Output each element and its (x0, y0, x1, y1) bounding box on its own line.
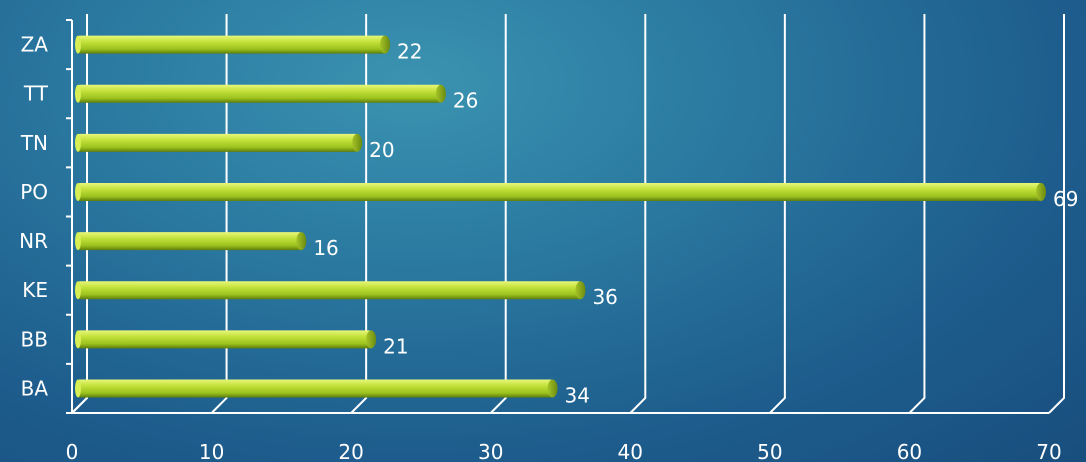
y-axis-line (71, 14, 88, 414)
gridline-20 (350, 14, 368, 414)
gridline-70 (1048, 14, 1065, 414)
bar-ZA (75, 35, 391, 54)
data-label-KE: 36 (592, 285, 617, 309)
labels: 0 10 20 30 40 50 60 70 BA 34 BB 21 KE 36 NR 16 PO 69 TN 20 T… (19, 33, 1078, 462)
x-tick-label-40: 40 (618, 440, 643, 462)
gridline-60 (908, 14, 926, 414)
y-tick-label-PO: PO (20, 180, 48, 204)
data-label-TT: 26 (453, 89, 478, 113)
x-tick-label-20: 20 (338, 440, 363, 462)
data-label-PO: 69 (1053, 187, 1078, 211)
data-label-BB: 21 (383, 334, 408, 358)
y-tick-label-TN: TN (20, 131, 48, 155)
x-tick-label-50: 50 (757, 440, 782, 462)
data-label-ZA: 22 (397, 40, 422, 64)
bar-KE (75, 281, 586, 300)
gridline-50 (769, 14, 786, 414)
gridline-30 (490, 14, 507, 414)
bar-BB (75, 330, 377, 349)
y-tick-label-KE: KE (22, 278, 48, 302)
y-tick-label-TT: TT (23, 82, 49, 106)
gridline-10 (210, 14, 228, 414)
x-tick-label-70: 70 (1036, 440, 1061, 462)
bar-PO (75, 182, 1047, 201)
data-label-TN: 20 (369, 138, 394, 162)
data-label-BA: 34 (565, 383, 590, 407)
y-tick-label-BB: BB (21, 327, 48, 351)
y-tick-label-BA: BA (21, 376, 49, 400)
y-tick-label-NR: NR (19, 229, 48, 253)
bars (75, 35, 1047, 398)
x-tick-label-0: 0 (66, 440, 79, 462)
gridlines (71, 14, 1065, 414)
axes (66, 14, 1049, 414)
gridline-40 (629, 14, 647, 414)
x-tick-label-30: 30 (478, 440, 503, 462)
y-tick-label-ZA: ZA (21, 33, 49, 57)
bar-TN (75, 133, 363, 152)
data-label-NR: 16 (313, 236, 338, 260)
gridline-0 (71, 14, 88, 414)
bar-BA (75, 379, 558, 398)
bar-TT (75, 84, 446, 103)
bar-NR (75, 232, 307, 251)
x-tick-label-10: 10 (199, 440, 224, 462)
x-tick-label-60: 60 (897, 440, 922, 462)
